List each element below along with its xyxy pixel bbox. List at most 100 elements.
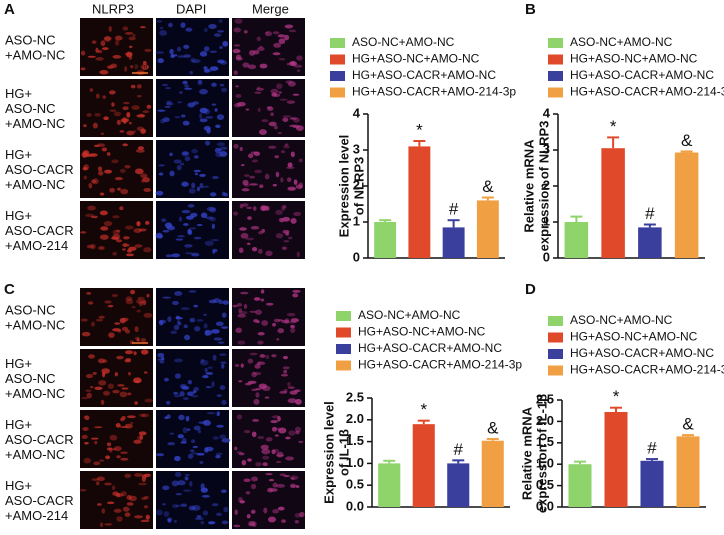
legend-label: HG+ASO-NC+AMO-NC: [358, 325, 486, 339]
cell-signal: [139, 413, 146, 418]
cell-signal: [252, 419, 260, 422]
cell-signal: [106, 501, 115, 505]
cell-signal: [88, 301, 94, 305]
cell-signal: [86, 392, 93, 399]
cell-signal: [298, 158, 303, 163]
cell-signal: [221, 326, 229, 329]
cell-signal: [216, 424, 224, 428]
cell-signal: [283, 34, 290, 41]
cell-signal: [122, 26, 129, 31]
cell-signal: [124, 66, 128, 72]
cell-signal: [134, 244, 143, 248]
cell-signal: [245, 237, 255, 241]
cell-signal: [211, 381, 215, 388]
y-tick-label: 1: [543, 213, 550, 228]
y-tick-label: 0: [353, 249, 360, 264]
cell-signal: [144, 505, 149, 509]
y-tick-label: 0.5: [536, 477, 554, 492]
cell-signal: [114, 372, 119, 377]
cell-signal: [124, 512, 131, 517]
cell-signal: [81, 434, 88, 440]
cell-signal: [128, 246, 137, 251]
cell-signal: [203, 66, 208, 70]
legend-label: HG+ASO-NC+AMO-NC: [570, 330, 698, 344]
cell-signal: [259, 184, 264, 189]
cell-signal: [131, 305, 136, 309]
cell-signal: [283, 388, 288, 393]
cell-signal: [140, 519, 150, 523]
cell-signal: [239, 146, 243, 152]
cell-signal: [140, 337, 147, 343]
cell-signal: [145, 220, 150, 225]
cell-signal: [106, 447, 113, 451]
significance-mark: #: [454, 440, 464, 459]
cell-signal: [133, 380, 141, 384]
y-axis-label: expression of NLRP3: [536, 121, 551, 252]
cell-signal: [120, 457, 129, 461]
cell-signal: [134, 401, 138, 405]
cell-signal: [192, 390, 197, 394]
cell-signal: [282, 355, 289, 360]
cell-signal: [280, 177, 284, 183]
cell-signal: [180, 114, 186, 118]
cell-signal: [187, 204, 195, 208]
cell-signal: [251, 483, 257, 490]
cell-signal: [252, 371, 262, 376]
y-tick-label: 1.5: [536, 434, 554, 449]
cell-signal: [170, 330, 178, 335]
cell-signal: [104, 169, 112, 174]
cell-signal: [107, 304, 114, 308]
cell-signal: [188, 290, 197, 293]
cell-signal: [272, 323, 276, 327]
legend-label: HG+ASO-CACR+AMO-214-3p: [352, 85, 516, 99]
cell-signal: [216, 142, 225, 147]
cell-signal: [204, 240, 214, 246]
cell-signal: [241, 188, 250, 192]
cell-signal: [95, 318, 103, 322]
cell-signal: [240, 232, 249, 239]
cell-signal: [212, 175, 219, 180]
significance-mark: #: [645, 204, 655, 223]
cell-signal: [219, 83, 225, 87]
cell-signal: [116, 119, 121, 126]
cell-signal: [258, 129, 267, 136]
cell-signal: [199, 359, 209, 366]
cell-signal: [122, 317, 129, 322]
cell-signal: [199, 173, 206, 177]
cell-signal: [99, 210, 108, 216]
legend-swatch: [548, 87, 563, 98]
cell-signal: [140, 173, 148, 179]
cell-signal: [166, 225, 176, 231]
cell-signal: [255, 462, 262, 467]
cell-signal: [85, 374, 94, 379]
cell-signal: [249, 310, 257, 313]
cell-signal: [167, 518, 172, 523]
cell-signal: [204, 140, 211, 146]
cell-signal: [114, 176, 123, 181]
cell-signal: [281, 150, 286, 154]
cell-signal: [246, 242, 251, 246]
cell-signal: [214, 108, 218, 112]
cell-signal: [116, 355, 124, 360]
cell-signal: [126, 494, 132, 500]
cell-signal: [99, 234, 109, 240]
row-label: HG+: [5, 417, 32, 432]
cell-signal: [173, 519, 177, 523]
cell-signal: [191, 439, 196, 444]
legend-label: HG+ASO-CACR+AMO-214-3p: [358, 358, 522, 372]
cell-signal: [131, 105, 140, 110]
cell-signal: [119, 206, 124, 211]
cell-signal: [180, 162, 185, 166]
cell-signal: [178, 414, 185, 421]
cell-signal: [255, 392, 260, 398]
cell-signal: [267, 516, 277, 523]
cell-signal: [208, 23, 217, 30]
cell-signal: [251, 247, 258, 252]
cell-signal: [101, 368, 110, 374]
cell-signal: [257, 107, 261, 113]
cell-signal: [285, 456, 294, 461]
bar: [481, 440, 504, 507]
cell-signal: [111, 236, 120, 240]
y-tick-label: 0.0: [536, 498, 554, 513]
cell-signal: [190, 57, 196, 63]
